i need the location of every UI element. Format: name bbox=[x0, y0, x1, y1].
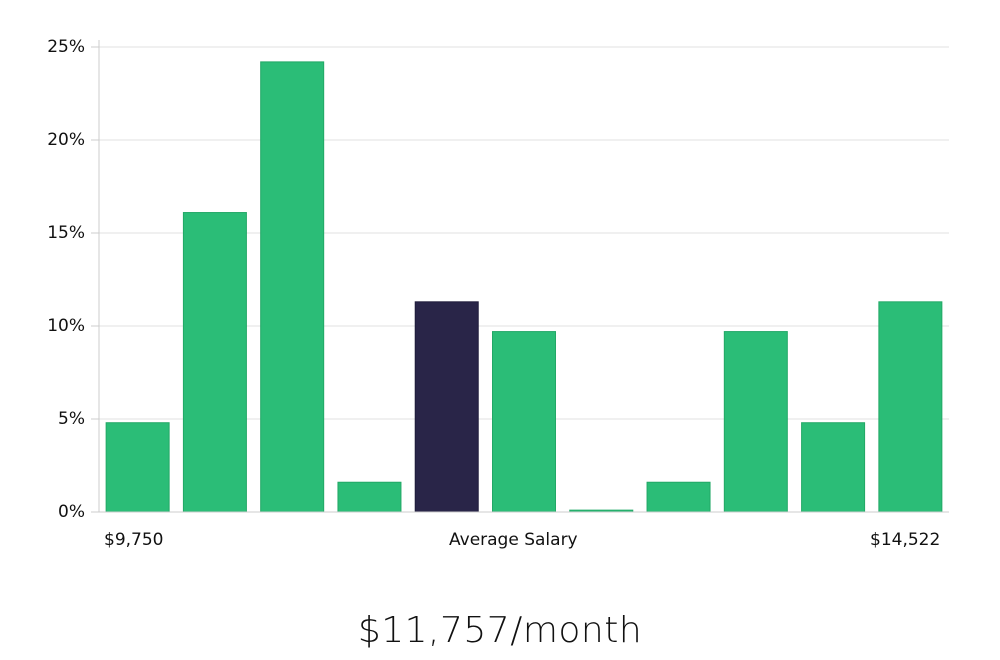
x-min-label: $9,750 bbox=[104, 530, 164, 550]
histogram-bar bbox=[260, 61, 325, 513]
histogram-bar bbox=[492, 331, 556, 513]
average-salary-bar bbox=[414, 301, 479, 513]
histogram-bar bbox=[646, 481, 711, 513]
histogram-bar bbox=[337, 481, 402, 513]
histogram-bar bbox=[878, 301, 943, 513]
x-axis-title: Average Salary bbox=[449, 530, 578, 550]
y-tick-label: 20% bbox=[47, 130, 85, 150]
histogram-bar bbox=[105, 422, 170, 513]
average-salary-title: $11,757/month bbox=[357, 610, 643, 651]
histogram-bar bbox=[723, 331, 788, 513]
y-tick-label: 10% bbox=[47, 316, 85, 336]
y-tick-label: 15% bbox=[47, 223, 85, 243]
plot-area bbox=[91, 40, 949, 513]
histogram-bar bbox=[182, 212, 247, 513]
y-tick-label: 25% bbox=[47, 37, 85, 57]
histogram-bar bbox=[801, 422, 866, 513]
y-tick-label: 0% bbox=[58, 502, 85, 522]
x-max-label: $14,522 bbox=[870, 530, 941, 550]
y-tick-label: 5% bbox=[58, 409, 85, 429]
salary-histogram: 0% 5% 10% 15% 20% 25% $9,750 Average Sal… bbox=[47, 37, 949, 550]
